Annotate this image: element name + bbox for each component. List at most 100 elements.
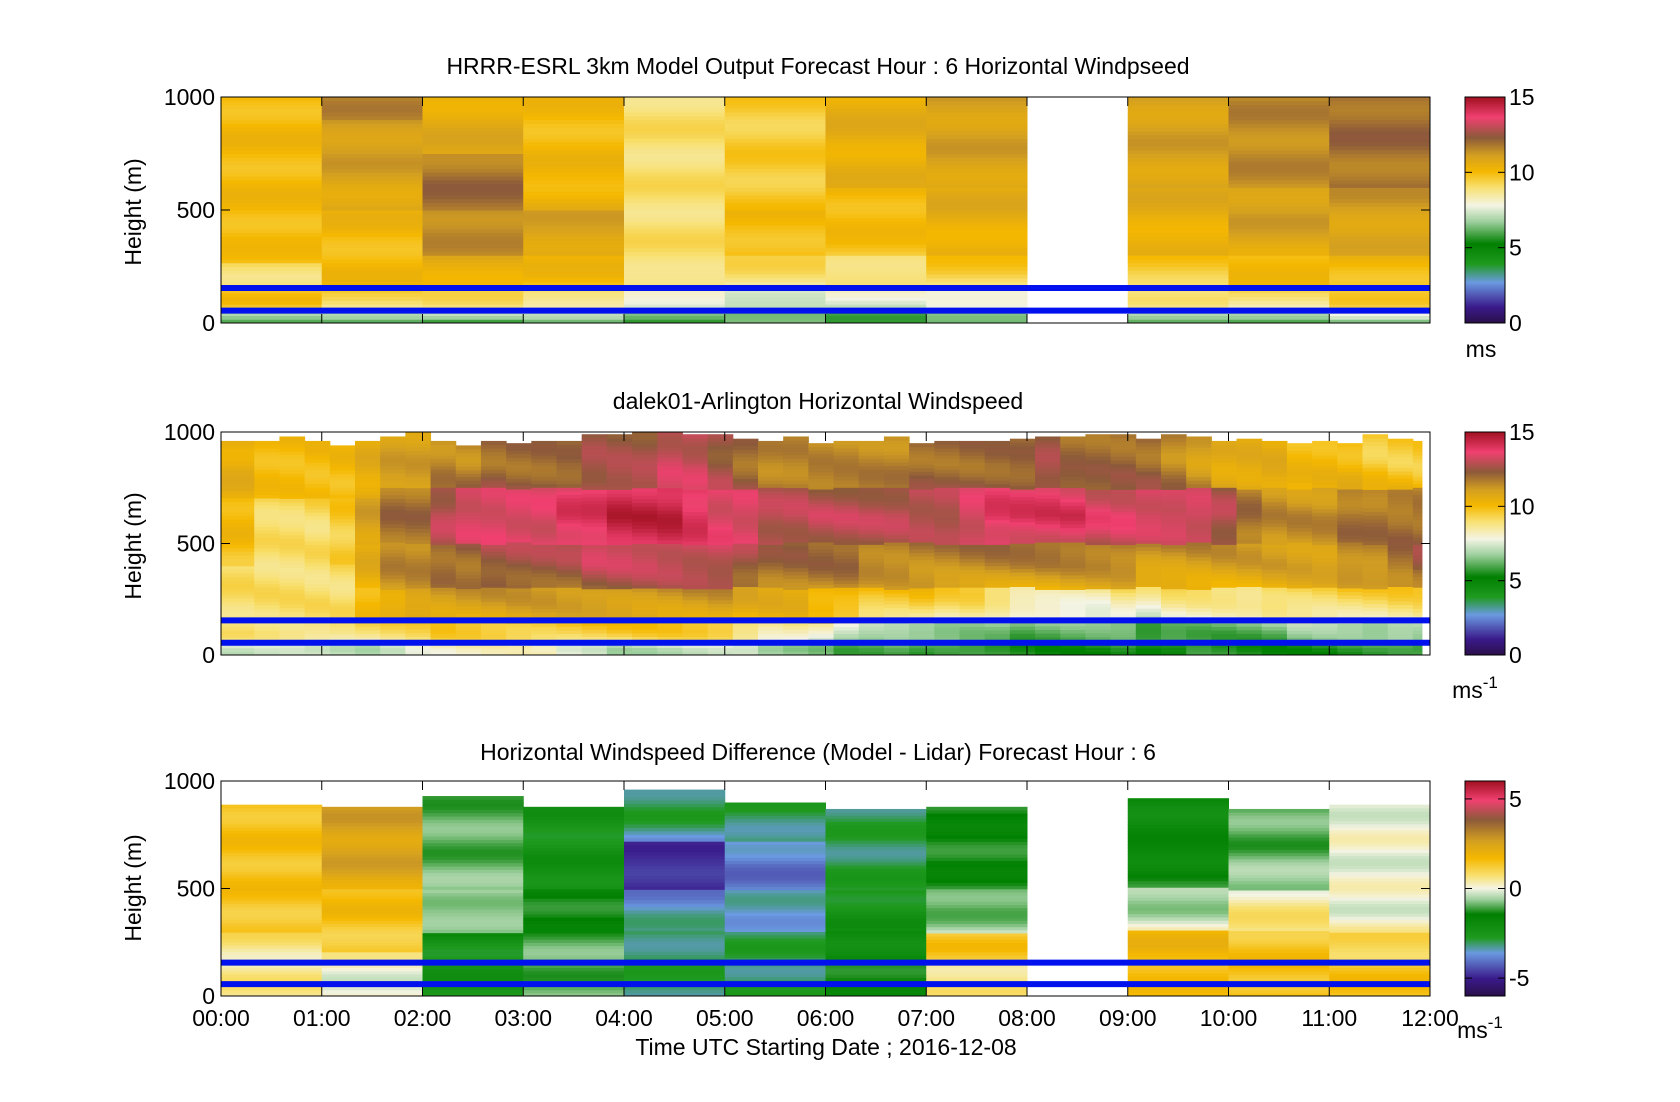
heatmap-cell bbox=[221, 501, 255, 506]
heatmap-cell bbox=[523, 973, 625, 978]
heatmap-cell bbox=[321, 860, 423, 865]
heatmap-cell bbox=[825, 880, 927, 885]
heatmap-cell bbox=[1261, 458, 1288, 463]
heatmap-cell bbox=[783, 636, 809, 641]
heatmap-cell bbox=[657, 643, 683, 649]
heatmap-cell bbox=[707, 651, 734, 656]
heatmap-cell bbox=[422, 909, 524, 914]
heatmap-cell bbox=[926, 112, 1028, 117]
heatmap-cell bbox=[1261, 519, 1288, 524]
heatmap-cell bbox=[883, 512, 910, 518]
heatmap-cell bbox=[354, 483, 381, 488]
heatmap-cell bbox=[1329, 202, 1431, 207]
heatmap-cell bbox=[1286, 503, 1313, 508]
heatmap-cell bbox=[556, 480, 583, 485]
heatmap-cell bbox=[1412, 601, 1423, 606]
heatmap-cell bbox=[959, 651, 986, 656]
heatmap-cell bbox=[523, 164, 625, 170]
heatmap-cell bbox=[624, 164, 726, 170]
heatmap-cell bbox=[1160, 441, 1187, 446]
heatmap-cell bbox=[1236, 528, 1263, 533]
heatmap-cell bbox=[1127, 847, 1229, 852]
heatmap-cell bbox=[1186, 531, 1212, 536]
heatmap-cell bbox=[1186, 480, 1212, 485]
heatmap-cell bbox=[1337, 623, 1363, 628]
heatmap-cell bbox=[1110, 504, 1137, 509]
heatmap-cell bbox=[506, 443, 532, 448]
heatmap-cell bbox=[858, 469, 885, 474]
heatmap-cell bbox=[1160, 540, 1187, 546]
heatmap-cell bbox=[1329, 842, 1431, 847]
heatmap-cell bbox=[1286, 467, 1313, 472]
heatmap-cell bbox=[934, 537, 960, 542]
heatmap-cell bbox=[304, 562, 331, 567]
heatmap-cell bbox=[1329, 887, 1431, 892]
heatmap-cell bbox=[221, 274, 323, 279]
heatmap-cell bbox=[1160, 599, 1187, 604]
heatmap-cell bbox=[531, 558, 557, 563]
heatmap-cell bbox=[221, 919, 323, 924]
heatmap-cell bbox=[1228, 933, 1330, 938]
heatmap-cell bbox=[707, 610, 734, 616]
heatmap-cell bbox=[422, 258, 524, 264]
heatmap-cell bbox=[833, 498, 860, 503]
heatmap-cell bbox=[321, 123, 423, 128]
heatmap-cell bbox=[321, 977, 423, 981]
heatmap-cell bbox=[858, 622, 885, 627]
heatmap-cell bbox=[606, 588, 633, 593]
heatmap-cell bbox=[909, 626, 935, 631]
heatmap-cell bbox=[1228, 112, 1330, 117]
heatmap-cell bbox=[1286, 464, 1313, 469]
heatmap-cell bbox=[624, 153, 726, 158]
heatmap-cell bbox=[279, 461, 306, 467]
heatmap-cell bbox=[1286, 552, 1313, 557]
heatmap-cell bbox=[825, 818, 927, 822]
heatmap-cell bbox=[221, 820, 323, 825]
heatmap-cell bbox=[1160, 478, 1187, 483]
heatmap-cell bbox=[1362, 456, 1389, 461]
heatmap-cell bbox=[354, 572, 381, 578]
heatmap-cell bbox=[1211, 597, 1238, 602]
heatmap-cell bbox=[1236, 629, 1263, 634]
heatmap-cell bbox=[254, 644, 280, 649]
heatmap-cell bbox=[1135, 525, 1162, 530]
heatmap-cell bbox=[1228, 992, 1330, 997]
heatmap-cell bbox=[858, 444, 885, 449]
heatmap-cell bbox=[757, 540, 784, 545]
heatmap-cell bbox=[405, 554, 432, 559]
heatmap-cell bbox=[321, 281, 423, 286]
heatmap-cell bbox=[221, 183, 323, 188]
heatmap-cell bbox=[632, 495, 658, 500]
heatmap-cell bbox=[422, 274, 524, 279]
heatmap-cell bbox=[1060, 451, 1086, 456]
heatmap-cell bbox=[707, 515, 734, 520]
heatmap-cell bbox=[724, 908, 826, 913]
heatmap-cell bbox=[926, 898, 1028, 902]
heatmap-cell bbox=[1362, 437, 1389, 443]
heatmap-cell bbox=[632, 536, 658, 541]
heatmap-cell bbox=[430, 576, 457, 581]
heatmap-cell bbox=[1337, 450, 1363, 455]
heatmap-cell bbox=[1035, 494, 1061, 499]
heatmap-cell bbox=[556, 505, 583, 510]
heatmap-cell bbox=[221, 973, 323, 978]
heatmap-cell bbox=[1009, 561, 1036, 566]
heatmap-cell bbox=[1211, 487, 1238, 492]
heatmap-cell bbox=[808, 464, 835, 469]
heatmap-cell bbox=[934, 476, 960, 481]
heatmap-cell bbox=[1186, 542, 1212, 547]
heatmap-cell bbox=[1160, 434, 1187, 439]
heatmap-cell bbox=[221, 590, 255, 595]
x-tick-label: 01:00 bbox=[293, 1005, 351, 1031]
heatmap-cell bbox=[883, 494, 910, 499]
heatmap-cell bbox=[1228, 289, 1330, 294]
heatmap-cell bbox=[783, 498, 809, 503]
heatmap-cell bbox=[959, 519, 986, 524]
heatmap-cell bbox=[1035, 451, 1061, 456]
heatmap-cell bbox=[430, 544, 457, 549]
heatmap-cell bbox=[321, 112, 423, 117]
heatmap-cell bbox=[606, 471, 633, 476]
heatmap-cell bbox=[556, 448, 583, 453]
heatmap-cell bbox=[430, 465, 457, 470]
